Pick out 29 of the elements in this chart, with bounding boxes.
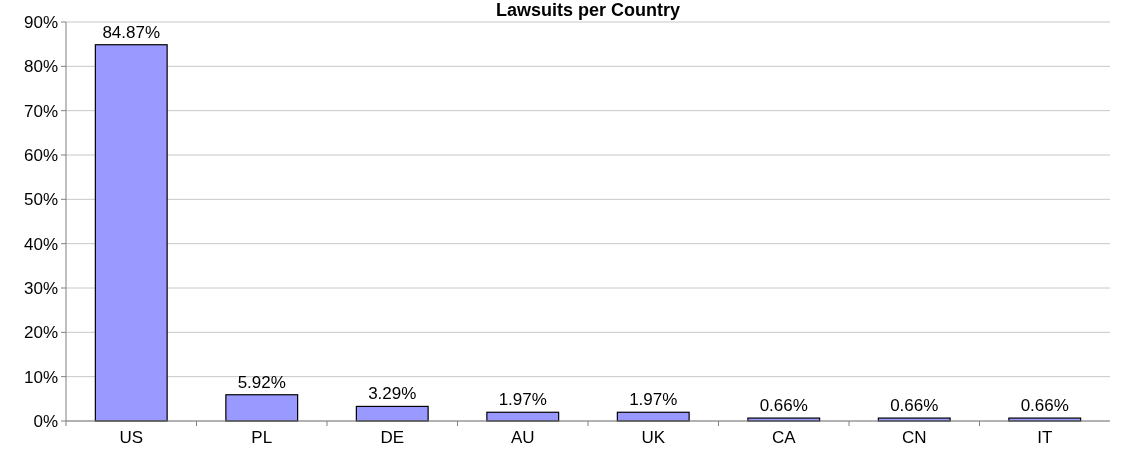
y-tick-label: 50% — [23, 190, 58, 210]
x-tick-label: CA — [771, 428, 797, 447]
x-tick-label: US — [119, 428, 144, 447]
data-label: 0.66% — [759, 396, 808, 416]
y-tick-label: 40% — [23, 234, 58, 254]
y-tick-label: 20% — [23, 323, 58, 343]
data-label: 0.66% — [1020, 396, 1069, 416]
y-tick-label: 90% — [23, 12, 58, 32]
data-label: 84.87% — [102, 22, 161, 42]
y-tick-label: 10% — [23, 367, 58, 387]
x-tick-label: UK — [641, 428, 666, 447]
y-tick-label: 30% — [23, 278, 58, 298]
y-tick-label: 70% — [23, 101, 58, 121]
bar — [94, 44, 168, 422]
x-tick-label: AU — [510, 428, 535, 447]
y-tick-label: 0% — [33, 411, 58, 431]
x-tick-label: IT — [1037, 428, 1053, 447]
y-tick-label: 60% — [23, 145, 58, 165]
data-label: 0.66% — [890, 396, 939, 416]
chart-title: Lawsuits per Country — [495, 0, 681, 20]
y-tick-label: 80% — [23, 57, 58, 77]
bar — [225, 394, 299, 422]
data-label: 1.97% — [629, 390, 678, 410]
x-tick-label: CN — [901, 428, 927, 447]
data-label: 5.92% — [237, 372, 286, 392]
x-tick-label: PL — [251, 428, 273, 447]
x-tick-label: DE — [380, 428, 405, 447]
data-label: 3.29% — [368, 384, 417, 404]
data-label: 1.97% — [498, 390, 547, 410]
